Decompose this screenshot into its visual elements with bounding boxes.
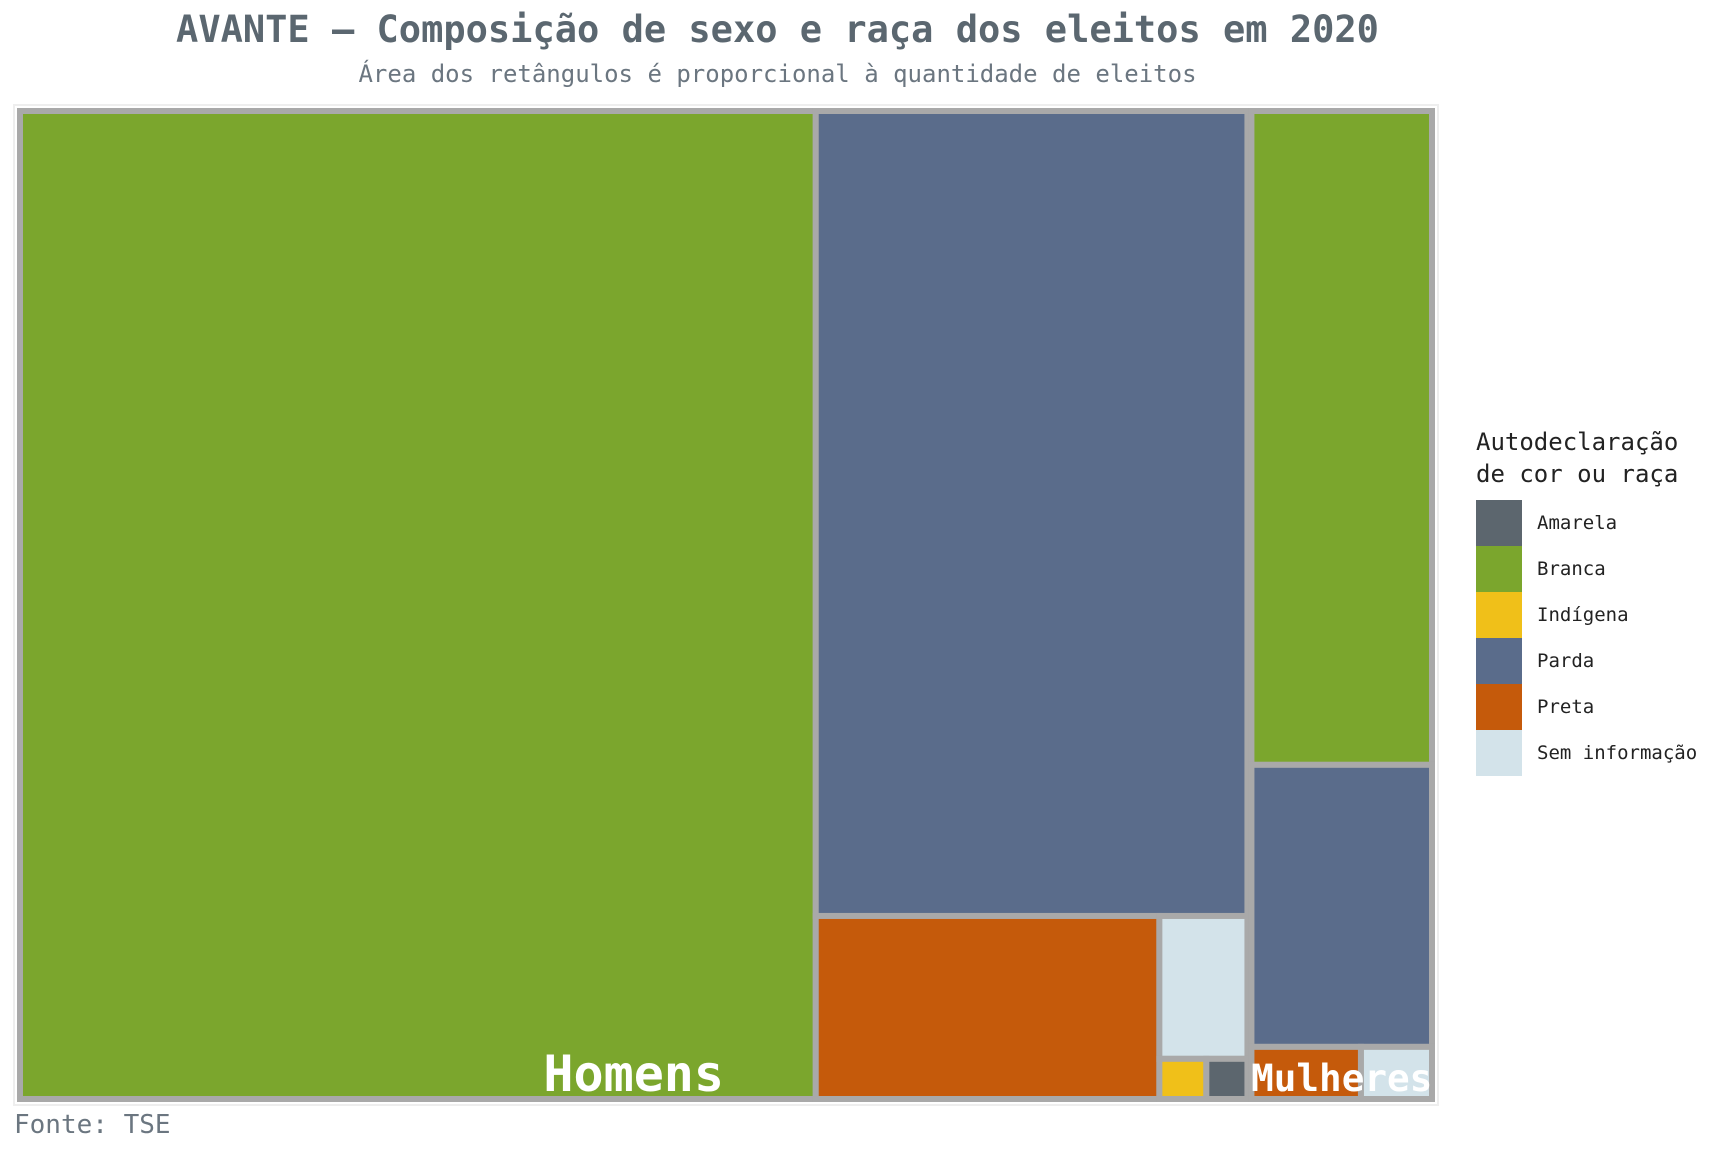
legend-label: Parda [1537,650,1595,672]
legend-item: Amarela [1476,500,1716,546]
legend-label: Sem informação [1537,742,1698,764]
tile-homens-sem-informação [1156,912,1251,1062]
legend-item: Indígena [1476,592,1716,638]
chart-subtitle: Área dos retângulos é proporcional à qua… [358,60,1197,88]
tile-mulheres-sem-informação [1357,1043,1436,1103]
legend-item: Branca [1476,546,1716,592]
legend-swatch [1476,500,1522,546]
chart-title: AVANTE – Composição de sexo e raça dos e… [176,8,1379,51]
legend-swatch [1476,730,1522,776]
tile-homens-indígena [1156,1055,1210,1103]
legend-item: Sem informação [1476,730,1716,776]
legend: Autodeclaração de cor ou raça Amarela Bra… [1476,426,1716,776]
legend-title: Autodeclaração de cor ou raça [1476,428,1679,488]
legend-label: Amarela [1537,512,1618,534]
tile-homens-preta [812,912,1163,1103]
legend-swatch [1476,684,1522,730]
legend-label: Indígena [1537,604,1629,626]
legend-swatch [1476,638,1522,684]
legend-item: Preta [1476,684,1716,730]
tile-mulheres-preta [1248,1043,1364,1103]
legend-label: Branca [1537,558,1606,580]
legend-label: Preta [1537,696,1595,718]
legend-item: Parda [1476,638,1716,684]
legend-swatch [1476,546,1522,592]
tile-homens-branca [17,108,819,1102]
tile-homens-parda [812,108,1251,919]
group-label: Homens [543,1045,724,1103]
legend-swatch [1476,592,1522,638]
tile-homens-amarela [1203,1055,1251,1103]
tile-mulheres-parda [1248,761,1435,1050]
source-caption: Fonte: TSE [14,1110,171,1140]
group-label: Mulheres [1251,1056,1432,1100]
tile-mulheres-branca [1248,108,1435,768]
